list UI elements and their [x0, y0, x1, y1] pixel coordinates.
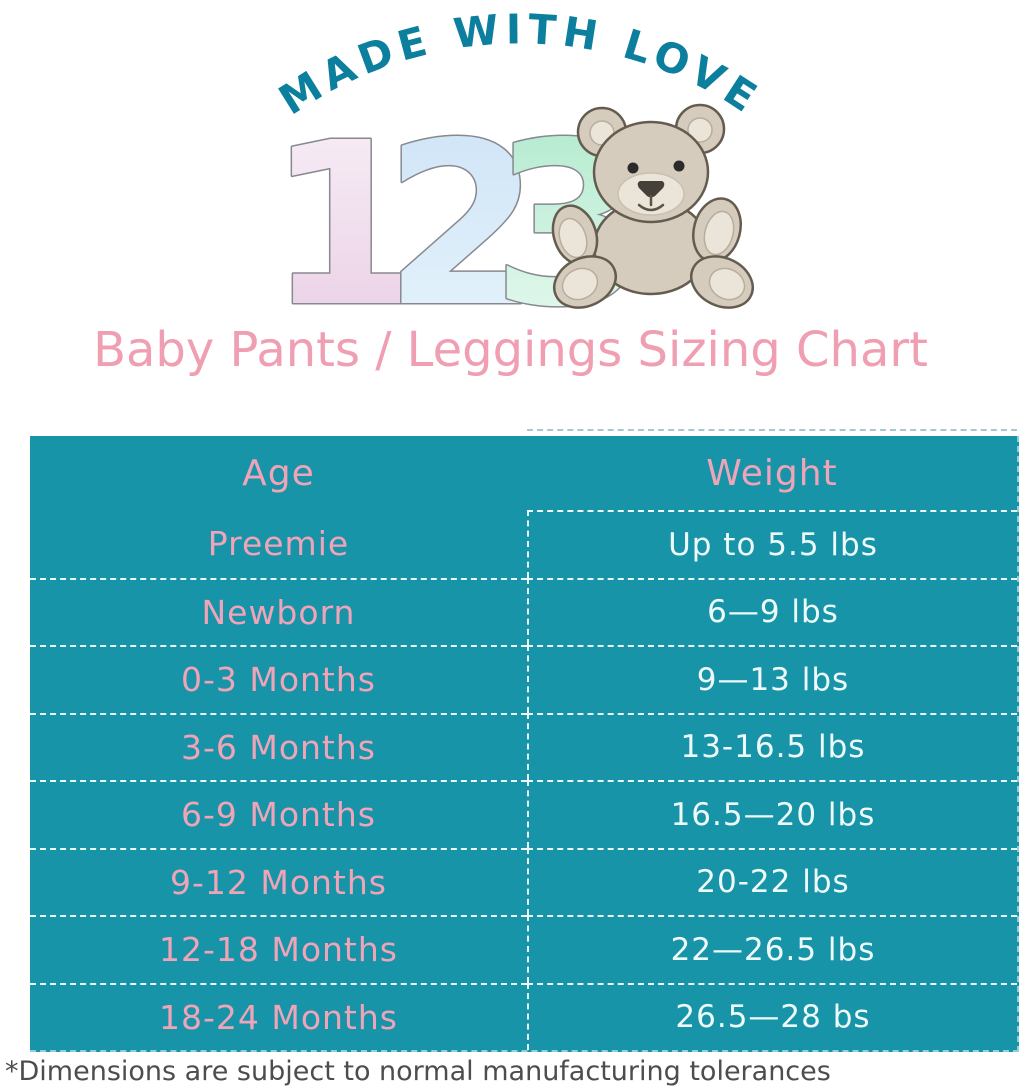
- age-cell: 9-12 Months: [30, 847, 527, 916]
- weight-column-top-border: [526, 429, 1017, 431]
- number-1-icon: 1: [267, 95, 424, 330]
- weight-cell: 13-16.5 lbs: [526, 712, 1017, 780]
- number-2-icon: 2: [384, 95, 541, 330]
- weight-cell: 16.5—20 lbs: [526, 780, 1017, 848]
- weight-cell: 26.5—28 bs: [526, 982, 1017, 1050]
- logo-artwork: MADE WITH LOVE 1 2 3: [265, 5, 764, 330]
- age-cell: 12-18 Months: [30, 915, 527, 983]
- page-title: Baby Pants / Leggings Sizing Chart: [93, 322, 928, 378]
- weight-cell: Up to 5.5 lbs: [526, 510, 1017, 578]
- weight-cell: 6—9 lbs: [526, 577, 1017, 645]
- age-cell: Newborn: [30, 577, 527, 646]
- age-cell: 6-9 Months: [30, 780, 527, 848]
- teddy-bear-icon: [551, 103, 754, 309]
- weight-cell: 20-22 lbs: [526, 847, 1017, 915]
- age-cell: 18-24 Months: [30, 982, 527, 1051]
- weight-cell: 9—13 lbs: [526, 645, 1017, 713]
- age-cell: 3-6 Months: [30, 712, 527, 781]
- footnote: *Dimensions are subject to normal manufa…: [5, 1056, 831, 1087]
- age-column-header: Age: [242, 452, 315, 494]
- weight-cell: 22—26.5 lbs: [526, 915, 1017, 983]
- sizing-table: Age Weight Preemie Up to 5.5 lbs Newborn…: [30, 429, 1019, 1052]
- age-cell: Preemie: [207, 524, 350, 564]
- age-cell: 0-3 Months: [30, 645, 527, 713]
- weight-column-header: Weight: [706, 452, 838, 494]
